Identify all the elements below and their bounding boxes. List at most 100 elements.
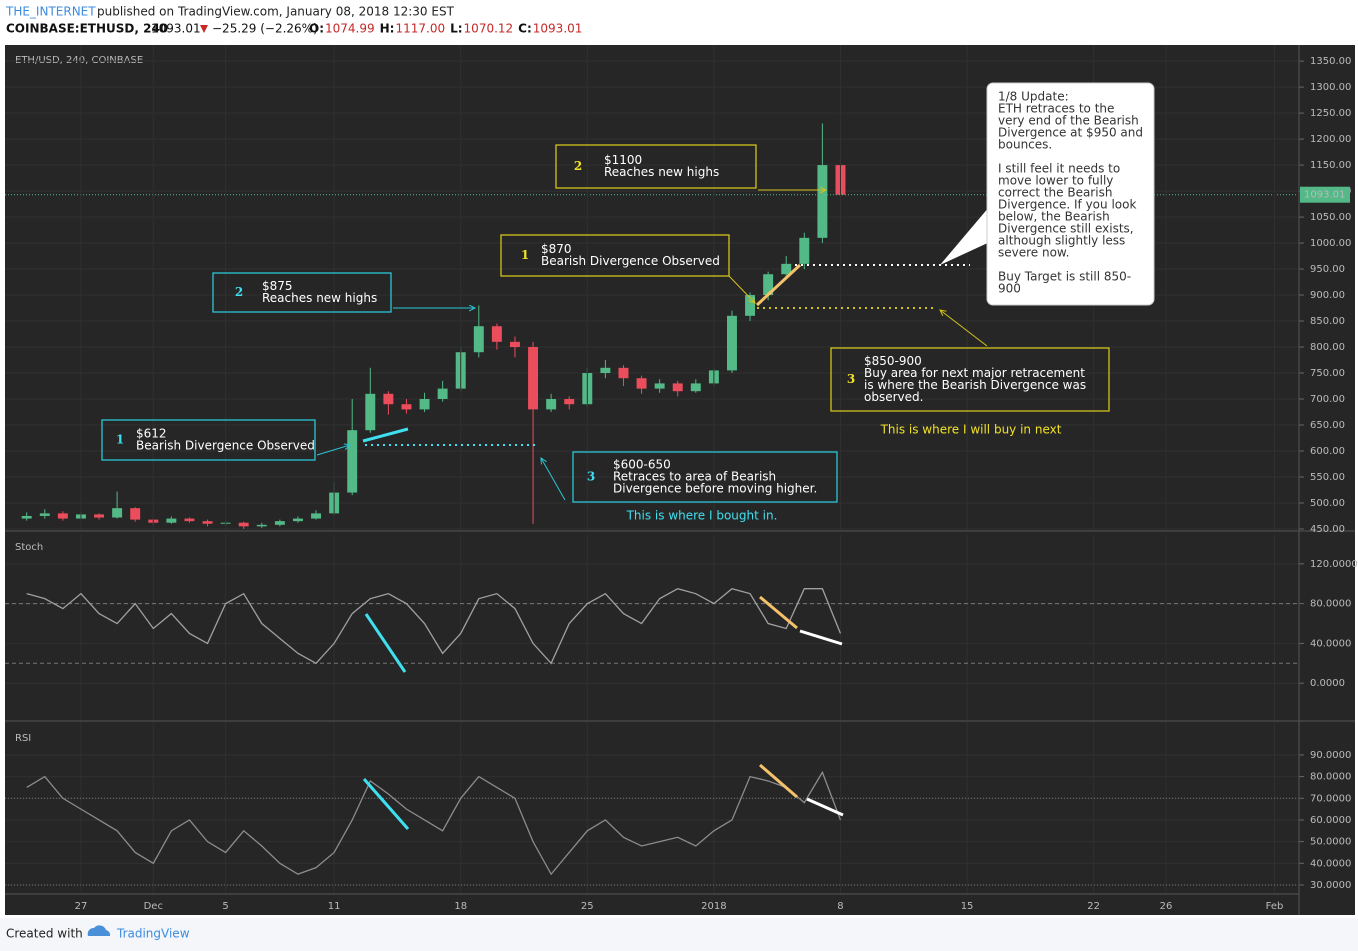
y-tick-label: 80.0000	[1310, 772, 1351, 783]
logo	[87, 925, 111, 936]
candle-body	[347, 430, 358, 493]
x-tick-label: 2018	[701, 901, 726, 912]
note-text: very end of the Bearish	[998, 114, 1139, 128]
candle-body	[401, 404, 412, 410]
annotation-text: $1100	[604, 153, 642, 167]
ohlc-value: 1117.00	[395, 22, 445, 36]
candle-body	[546, 399, 557, 410]
x-tick-label: 15	[961, 901, 974, 912]
footer-brand[interactable]: TradingView	[116, 927, 190, 941]
candle-body	[292, 518, 303, 522]
x-tick-label: 5	[222, 901, 228, 912]
candle-body	[618, 367, 629, 379]
y-tick-label: 1350.00	[1310, 56, 1351, 67]
candle-body	[130, 508, 141, 520]
annotation-number: 3	[847, 372, 855, 386]
note-text: Divergence still exists,	[998, 222, 1134, 236]
arrow	[316, 445, 350, 456]
caption: This is where I bought in.	[626, 509, 778, 523]
y-tick-label: 900.00	[1310, 290, 1345, 301]
y-tick-label: 40.0000	[1310, 638, 1351, 649]
y-tick-label: 450.00	[1310, 524, 1345, 535]
pane-title: Stoch	[15, 542, 43, 553]
change: −25.29 (−2.26%)	[212, 22, 318, 36]
last-price-label: 1093.01	[1304, 190, 1345, 201]
candle-body	[473, 326, 484, 353]
candle-body	[238, 522, 249, 527]
annotation-box	[830, 347, 1110, 412]
y-tick-label: 650.00	[1310, 420, 1345, 431]
note-text: correct the Bearish	[998, 186, 1112, 200]
x-tick-label: 22	[1087, 901, 1100, 912]
note-text: move lower to fully	[998, 174, 1113, 188]
candle-body	[654, 383, 665, 389]
note-text: Divergence at $950 and	[998, 126, 1143, 140]
candle-body	[564, 399, 575, 405]
x-tick-label: 18	[454, 901, 467, 912]
annotation-text: Bearish Divergence Observed	[541, 254, 720, 268]
annotation-box	[555, 144, 757, 189]
x-tick-label: 11	[328, 901, 341, 912]
y-tick-label: 600.00	[1310, 446, 1345, 457]
candle-body	[419, 399, 430, 410]
note-box	[986, 82, 1155, 306]
arrows	[316, 190, 988, 501]
ohlc-value: 1074.99	[325, 22, 375, 36]
trend-line	[362, 778, 410, 830]
price: 1093.01	[151, 22, 201, 36]
candle-body	[112, 508, 123, 518]
arrow	[541, 458, 566, 501]
annotation-text: $600-650	[613, 458, 671, 472]
candle-body	[509, 341, 520, 348]
y-tick-label: 60.0000	[1310, 815, 1351, 826]
note-text: I still feel it needs to	[998, 162, 1120, 176]
candle-body	[528, 347, 539, 410]
down-arrow	[200, 25, 208, 33]
candle-body	[636, 378, 647, 389]
candle-body	[311, 513, 322, 519]
y-tick-label: 700.00	[1310, 394, 1345, 405]
candle-body	[256, 524, 267, 527]
candle-body	[817, 165, 828, 238]
x-tick-label: Dec	[144, 901, 163, 912]
y-tick-label: 1050.00	[1310, 212, 1351, 223]
annotation-number: 2	[574, 159, 582, 173]
annotation-number: 1	[116, 433, 124, 447]
y-tick-label: 550.00	[1310, 472, 1345, 483]
candle-body	[690, 383, 701, 392]
ohlc-label: C:	[518, 22, 532, 36]
note-text: severe now.	[998, 246, 1069, 260]
candle-body	[94, 514, 105, 518]
candle-body	[745, 295, 756, 316]
y-tick-label: 950.00	[1310, 264, 1345, 275]
trend-line	[806, 797, 844, 817]
trend-line	[364, 613, 407, 673]
y-tick-label: 1200.00	[1310, 134, 1351, 145]
ohlc-value: 1093.01	[533, 22, 583, 36]
published: published on TradingView.com, January 08…	[97, 5, 455, 19]
drawings	[362, 263, 844, 830]
caption: This is where I will buy in next	[880, 423, 1062, 437]
annotation-text: $870	[541, 242, 572, 256]
annotation-text: Reaches new highs	[262, 291, 377, 305]
annotation-box	[500, 234, 730, 277]
annotation-text: Reaches new highs	[604, 165, 719, 179]
candle-body	[781, 263, 792, 275]
y-tick-label: 500.00	[1310, 498, 1345, 509]
y-tick-label: 1000.00	[1310, 238, 1351, 249]
pane	[5, 754, 1298, 886]
trend-line	[799, 629, 843, 646]
y-tick-label: 40.0000	[1310, 858, 1351, 869]
symbol: COINBASE:ETHUSD, 240	[6, 22, 168, 36]
y-tick-label: 70.0000	[1310, 793, 1351, 804]
ohlc-label: H:	[380, 22, 395, 36]
y-tick-label: 120.0000	[1310, 559, 1358, 570]
annotation-text: Divergence before moving higher.	[613, 482, 817, 496]
annotation-text: Retraces to area of Bearish	[613, 470, 776, 484]
candle-body	[600, 367, 611, 374]
x-tick-label: Feb	[1266, 901, 1284, 912]
ohlc-value: 1070.12	[464, 22, 514, 36]
trend-line	[362, 427, 409, 443]
note-text: 900	[998, 282, 1021, 296]
author[interactable]: THE_INTERNET	[5, 5, 96, 19]
